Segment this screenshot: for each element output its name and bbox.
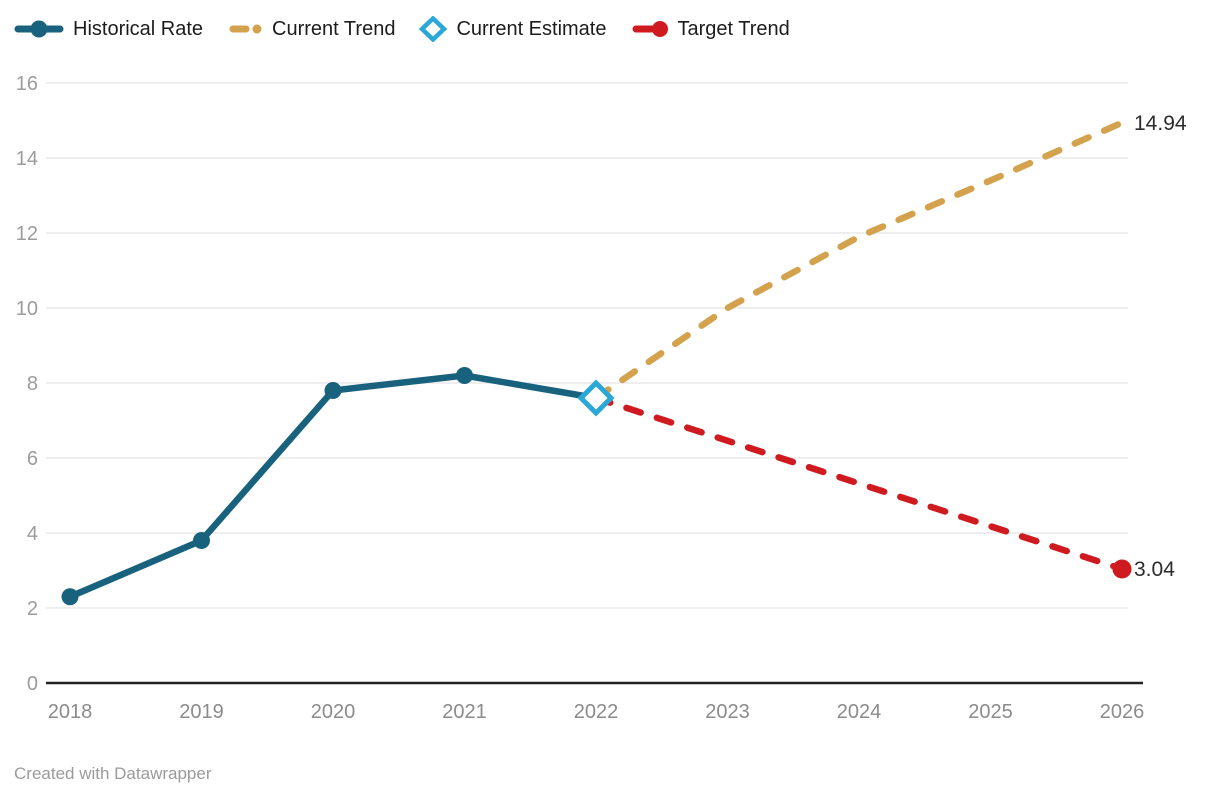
target-trend-line-dot-icon xyxy=(632,21,668,37)
x-tick-label: 2025 xyxy=(968,701,1013,723)
current_trend-line xyxy=(592,119,1126,402)
legend-item-target-trend: Target Trend xyxy=(631,19,790,39)
legend-item-historical-rate: Historical Rate xyxy=(14,19,203,39)
historical-point-marker xyxy=(193,532,210,549)
y-tick-label: 16 xyxy=(16,73,38,95)
x-tick-label: 2021 xyxy=(442,701,487,723)
x-tick-label: 2019 xyxy=(179,701,224,723)
x-tick-label: 2022 xyxy=(574,701,619,723)
target_trend-line xyxy=(592,394,1126,573)
x-tick-label: 2026 xyxy=(1100,701,1145,723)
y-tick-label: 12 xyxy=(16,223,38,245)
target_trend-end-value-label: 3.04 xyxy=(1134,558,1175,581)
historical-point-marker xyxy=(61,588,79,606)
current_estimate-diamond-marker xyxy=(577,379,615,417)
legend-label-current-estimate: Current Estimate xyxy=(456,18,607,40)
x-tick-label: 2020 xyxy=(311,701,356,723)
current_trend-end-value-label: 14.94 xyxy=(1134,112,1187,135)
legend-label-target-trend: Target Trend xyxy=(677,18,790,40)
y-tick-label: 2 xyxy=(27,598,38,620)
x-tick-label: 2018 xyxy=(48,701,93,723)
x-tick-label: 2023 xyxy=(705,701,750,723)
current-estimate-diamond-icon xyxy=(419,16,448,42)
target_trend-point-marker xyxy=(1112,559,1132,579)
y-tick-label: 6 xyxy=(27,448,38,470)
y-tick-label: 14 xyxy=(16,148,38,170)
legend-item-current-estimate: Current Estimate xyxy=(419,16,607,42)
legend-item-current-trend: Current Trend xyxy=(227,19,395,39)
y-tick-label: 0 xyxy=(27,673,38,695)
legend: Historical Rate Current Trend Current Es… xyxy=(14,16,790,42)
attribution-text: Created with Datawrapper xyxy=(14,764,212,783)
historical-point-marker xyxy=(324,382,342,399)
historical-rate-line-dot-icon xyxy=(14,20,64,38)
historical-point-marker xyxy=(456,367,473,384)
current-trend-dash-icon xyxy=(229,24,262,34)
y-tick-label: 8 xyxy=(27,373,38,395)
y-tick-label: 10 xyxy=(16,298,38,320)
historical-line xyxy=(66,372,600,600)
x-tick-label: 2024 xyxy=(837,701,882,723)
legend-label-current-trend: Current Trend xyxy=(272,18,396,40)
legend-label-historical-rate: Historical Rate xyxy=(73,18,204,40)
y-tick-label: 4 xyxy=(27,523,38,545)
